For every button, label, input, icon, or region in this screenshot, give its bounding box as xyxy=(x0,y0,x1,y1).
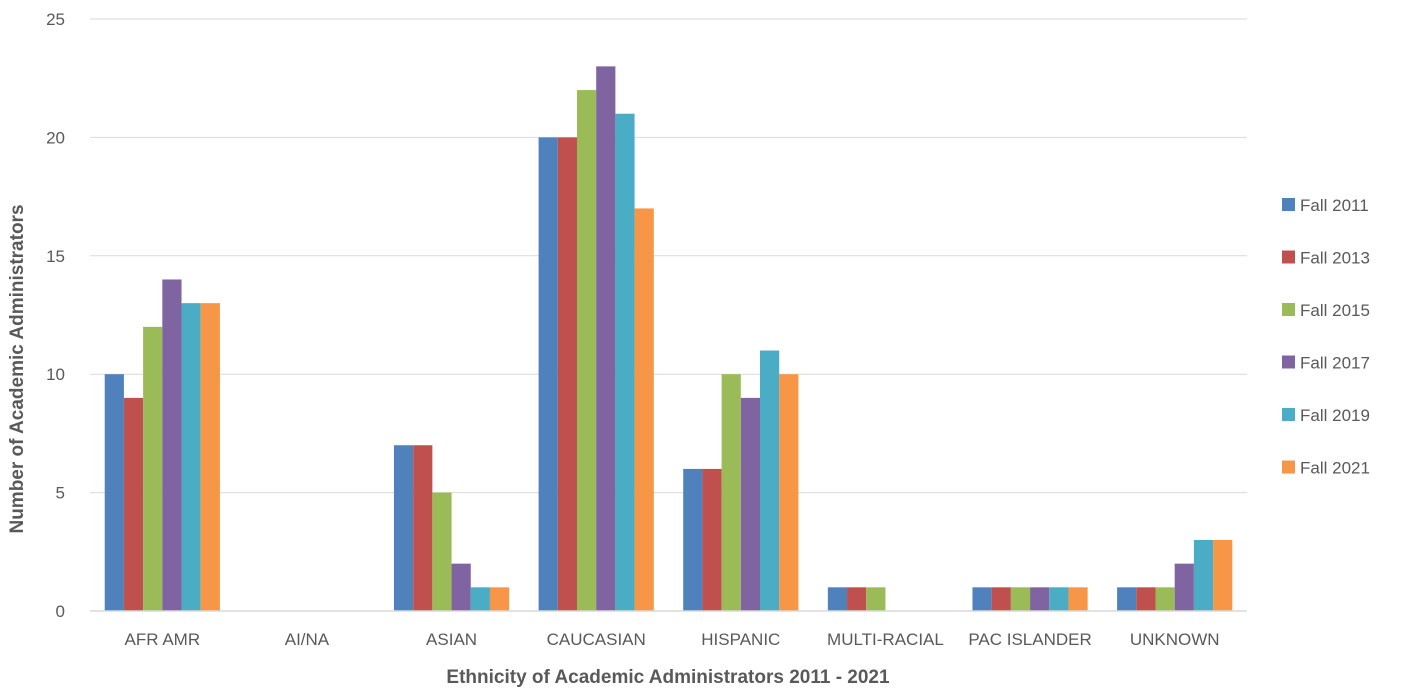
legend-swatch xyxy=(1282,408,1295,421)
bar xyxy=(827,587,848,611)
bar xyxy=(104,374,124,611)
bar xyxy=(1010,587,1031,611)
bar xyxy=(162,279,182,611)
bar xyxy=(721,374,741,611)
gridlines xyxy=(90,18,1247,494)
legend-label: Fall 2019 xyxy=(1300,406,1370,425)
bar xyxy=(1049,587,1069,611)
legend: Fall 2011 Fall 2013 Fall 2015 Fall 2017 Fall… xyxy=(1282,196,1370,478)
x-tick-label: ASIAN xyxy=(426,630,477,649)
bar xyxy=(847,587,867,611)
legend-label: Fall 2015 xyxy=(1300,301,1370,320)
axes: 0 5 10 15 20 25 AFR AMR AI/NA ASIAN CAUCASIAN HISP… xyxy=(46,10,1247,649)
bar xyxy=(1174,563,1194,611)
bar xyxy=(576,90,597,612)
x-tick-label: CAUCASIAN xyxy=(547,630,646,649)
x-tick-label: PAC ISLANDER xyxy=(968,630,1091,649)
y-tick-label: 25 xyxy=(46,10,65,29)
bar xyxy=(1136,587,1156,611)
bar xyxy=(740,397,761,611)
bar xyxy=(972,587,992,611)
bar xyxy=(1155,587,1175,611)
bar xyxy=(181,303,201,611)
bar xyxy=(470,587,490,611)
bar xyxy=(615,113,635,611)
bar xyxy=(451,563,471,611)
bar xyxy=(702,468,722,611)
bar xyxy=(683,468,703,611)
bar xyxy=(760,350,780,611)
y-tick-label: 10 xyxy=(46,365,65,384)
y-tick-label: 5 xyxy=(56,484,65,503)
bar xyxy=(779,374,799,611)
bar xyxy=(489,587,510,611)
bar xyxy=(413,445,433,611)
legend-swatch xyxy=(1282,355,1295,369)
bar xyxy=(634,208,654,611)
bar xyxy=(123,397,144,611)
bars xyxy=(104,66,1233,612)
x-tick-label: UNKNOWN xyxy=(1130,630,1220,649)
bar xyxy=(596,66,616,612)
bar xyxy=(200,303,220,611)
bar xyxy=(1213,539,1233,611)
y-tick-label: 0 xyxy=(56,602,65,621)
legend-label: Fall 2017 xyxy=(1300,354,1370,373)
bar xyxy=(991,587,1011,611)
legend-swatch xyxy=(1282,250,1295,264)
bar xyxy=(1068,587,1088,611)
legend-label: Fall 2013 xyxy=(1300,249,1370,268)
y-tick-label: 20 xyxy=(46,128,65,147)
bar xyxy=(557,137,577,611)
y-tick-label: 15 xyxy=(46,247,65,266)
bar xyxy=(432,492,452,611)
legend-swatch xyxy=(1282,198,1295,211)
x-tick-label: AFR AMR xyxy=(125,630,201,649)
bar xyxy=(538,137,558,611)
legend-label: Fall 2021 xyxy=(1300,459,1370,478)
bar xyxy=(1030,587,1050,611)
legend-swatch xyxy=(1282,460,1295,474)
x-tick-label: AI/NA xyxy=(285,630,330,649)
y-axis-title: Number of Academic Administrators xyxy=(7,204,28,533)
x-tick-label: MULTI-RACIAL xyxy=(827,630,944,649)
bar xyxy=(1193,539,1214,611)
legend-label: Fall 2011 xyxy=(1300,196,1369,215)
bar xyxy=(1117,587,1137,611)
x-tick-label: HISPANIC xyxy=(701,630,780,649)
bar xyxy=(143,326,163,611)
x-axis-title: Ethnicity of Academic Administrators 201… xyxy=(446,667,890,688)
bar xyxy=(393,445,414,611)
legend-swatch xyxy=(1282,303,1295,316)
bar xyxy=(866,587,886,611)
